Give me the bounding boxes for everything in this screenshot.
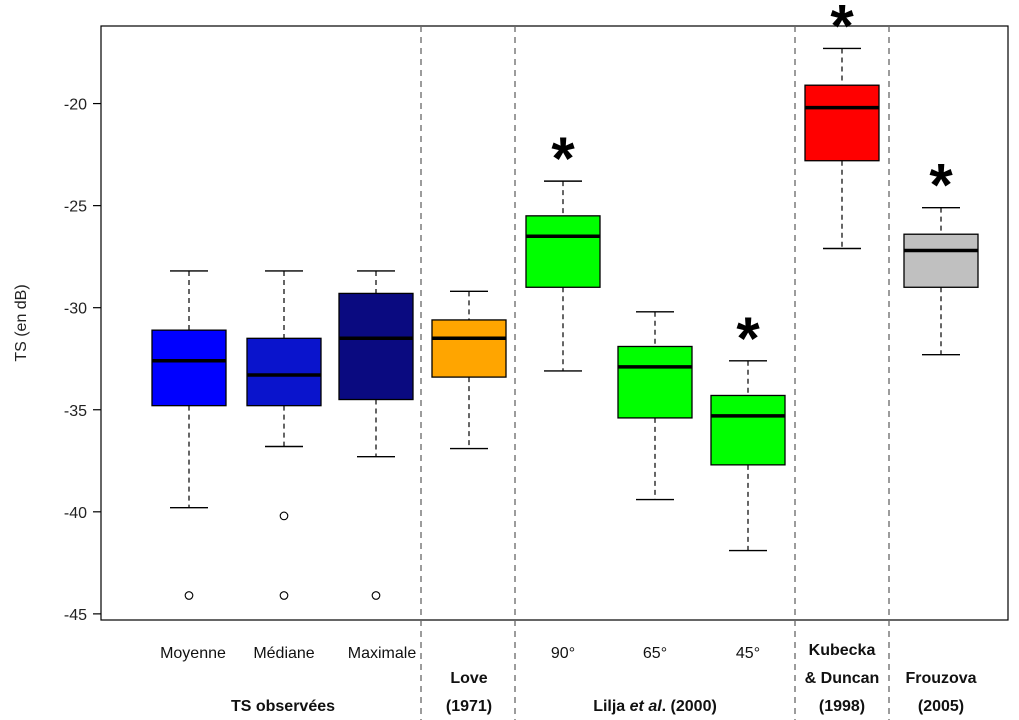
box-4 [431,290,507,450]
y-tick-label: -40 [64,505,87,522]
outlier-point [279,511,289,521]
significance-star: * [736,305,760,372]
group-label-ts-observees: TS observées [231,698,335,715]
category-label: Maximale [348,645,417,662]
y-tick-label: -30 [64,301,87,318]
group-label-duncan: & Duncan [805,670,880,687]
significance-star: * [551,125,575,192]
box-8: * [804,0,880,250]
category-label: 65° [643,645,667,662]
y-tick-label: -45 [64,607,87,624]
box-iqr [338,292,414,401]
box-1 [151,270,227,600]
group-label-kubecka: Kubecka [809,642,876,659]
box-iqr [151,329,227,407]
y-tick-label: -35 [64,403,87,420]
category-label: 90° [551,645,575,662]
box-iqr [804,84,880,162]
group-label-frouzova-year: (2005) [918,698,964,715]
significance-star: * [830,0,854,59]
outlier-point [279,591,289,600]
y-tick-label: -25 [64,199,87,216]
y-axis-label: TS (en dB) [13,284,30,361]
category-label: 45° [736,645,760,662]
labels: Moyenne Médiane Maximale 90° 65° 45° TS observ… [160,642,977,715]
group-label-love-year: (1971) [446,698,492,715]
axes: -45 -40 -35 -30 -25 -20 TS (en dB) [13,25,1009,624]
group-label-lilja: Lilja et al. (2000) [593,698,717,715]
boxes: * * * * [151,0,979,600]
box-iqr [903,233,979,288]
box-iqr [525,215,601,288]
category-label: Médiane [253,645,314,662]
box-9: * [903,152,979,356]
outlier-point [184,591,194,600]
box-2 [246,270,322,600]
box-iqr [246,337,322,407]
box-6 [617,311,693,501]
box-iqr [431,319,507,378]
significance-star: * [929,152,953,219]
box-iqr [617,345,693,419]
y-tick-label: -20 [64,97,87,114]
box-iqr [710,394,786,466]
group-label-kubecka-year: (1998) [819,698,865,715]
group-label-frouzova: Frouzova [905,670,976,687]
box-3 [338,270,414,600]
outlier-point [371,591,381,600]
box-5: * [525,125,601,372]
box-7: * [710,305,786,552]
group-separators [420,26,890,720]
category-label: Moyenne [160,645,226,662]
group-label-love: Love [450,670,487,687]
plot-frame [100,25,1009,621]
